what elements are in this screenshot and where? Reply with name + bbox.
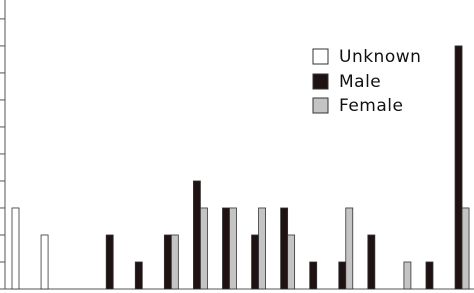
- legend-swatch: [312, 97, 329, 114]
- bar: [367, 234, 376, 290]
- bar: [345, 207, 354, 290]
- legend-label: Unknown: [339, 47, 421, 67]
- bar: [258, 207, 266, 290]
- bar: [134, 261, 143, 290]
- bar: [403, 261, 412, 290]
- bar: [40, 234, 49, 290]
- bar: [280, 207, 289, 290]
- legend-swatch: [312, 48, 329, 65]
- legend-label: Male: [339, 72, 381, 92]
- bar: [200, 207, 208, 290]
- bar: [251, 234, 259, 290]
- bar: [11, 207, 20, 290]
- bar: [454, 45, 463, 290]
- bar: [193, 180, 201, 290]
- bar: [287, 234, 296, 290]
- bar: [222, 207, 230, 290]
- legend-swatch: [312, 73, 329, 90]
- bar: [170, 234, 179, 290]
- bar: [309, 261, 318, 290]
- legend-label: Female: [339, 96, 403, 116]
- bar: [425, 261, 434, 290]
- bar: [229, 207, 237, 290]
- bar: [338, 261, 347, 290]
- bar: [163, 234, 172, 290]
- bar: [105, 234, 114, 290]
- bar: [461, 207, 470, 290]
